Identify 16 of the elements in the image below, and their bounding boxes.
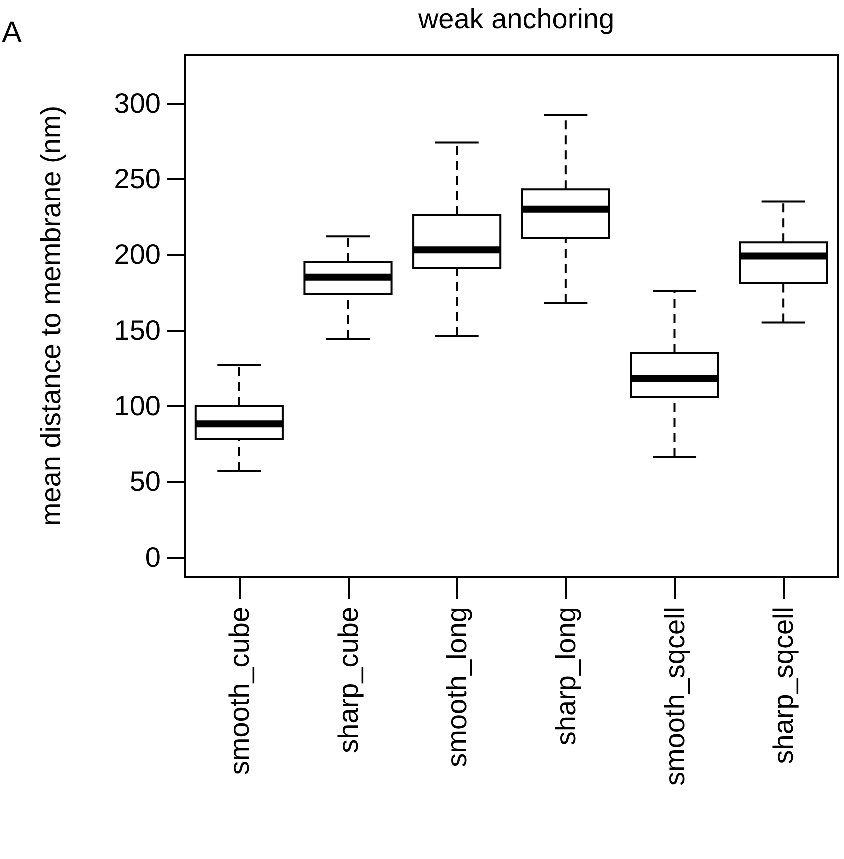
- x-tick-label: sharp_cube: [332, 607, 364, 754]
- y-tick-label: 0: [145, 542, 161, 573]
- y-tick-label: 250: [114, 164, 161, 195]
- x-tick-label: smooth_sqcell: [659, 607, 690, 786]
- x-tick-label: sharp_long: [550, 607, 582, 746]
- text: A: [2, 16, 22, 50]
- y-tick-label: 50: [130, 466, 161, 498]
- x-tick-label: sharp_sqcell: [768, 607, 800, 764]
- y-tick-label: 200: [114, 239, 161, 270]
- x-tick-label: smooth_cube: [224, 607, 255, 776]
- y-tick-label: 150: [114, 314, 161, 346]
- chart-title: weak anchoring: [417, 4, 615, 34]
- y-tick-label: 100: [114, 390, 161, 422]
- y-tick-label: 300: [114, 88, 161, 119]
- y-axis-title: mean distance to membrane (nm): [36, 106, 66, 526]
- x-tick-label: smooth_long: [442, 607, 473, 768]
